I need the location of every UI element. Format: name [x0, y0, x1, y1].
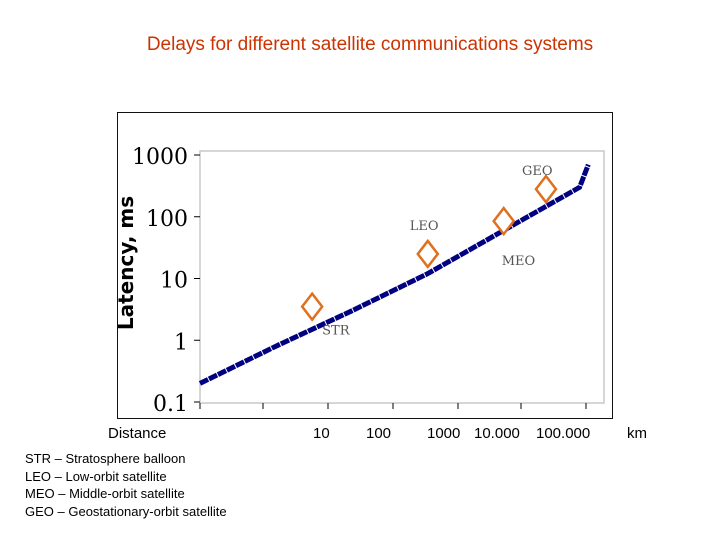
y-tick-label: 1 — [174, 330, 188, 355]
marker-str — [300, 291, 324, 322]
x-tick-label: 10.000 — [474, 425, 520, 442]
legend-item: LEO – Low-orbit satellite — [25, 468, 167, 484]
x-tick-label: 10 — [313, 425, 330, 442]
series-line — [198, 163, 591, 386]
y-tick-label: 0.1 — [153, 392, 188, 417]
chart-frame: Latency, ms 1000 100 10 1 0.1 STR LEO MEO GEO — [117, 112, 613, 419]
y-tick-label: 1000 — [132, 145, 188, 170]
chart-plot: Latency, ms 1000 100 10 1 0.1 STR LEO MEO GEO — [118, 145, 605, 417]
marker-meo — [492, 206, 516, 237]
marker-label: LEO — [410, 219, 439, 234]
x-tick-label: 100 — [366, 425, 392, 442]
legend-item: STR – Stratosphere balloon — [25, 451, 186, 466]
legend: STR – Stratosphere balloon LEO – Low-orb… — [25, 450, 227, 520]
x-unit-label: km — [627, 425, 647, 442]
x-axis-label: Distance — [108, 425, 167, 442]
x-tick-label: 100.000 — [536, 425, 591, 442]
x-tick-label: 1000 — [427, 425, 461, 442]
y-tick-label: 100 — [146, 207, 188, 232]
plot-area — [199, 150, 605, 404]
marker-leo — [416, 238, 440, 269]
marker-label: GEO — [522, 164, 553, 179]
y-axis-label: Latency, ms — [118, 196, 138, 330]
marker-label: STR — [322, 324, 351, 339]
legend-item: GEO – Geostationary-orbit satellite — [25, 503, 227, 519]
y-tick-label: 10 — [160, 269, 188, 294]
marker-label: MEO — [502, 254, 535, 269]
legend-item: MEO – Middle-orbit satellite — [25, 486, 185, 501]
slide-title: Delays for different satellite communica… — [146, 34, 594, 55]
marker-geo — [534, 174, 558, 205]
